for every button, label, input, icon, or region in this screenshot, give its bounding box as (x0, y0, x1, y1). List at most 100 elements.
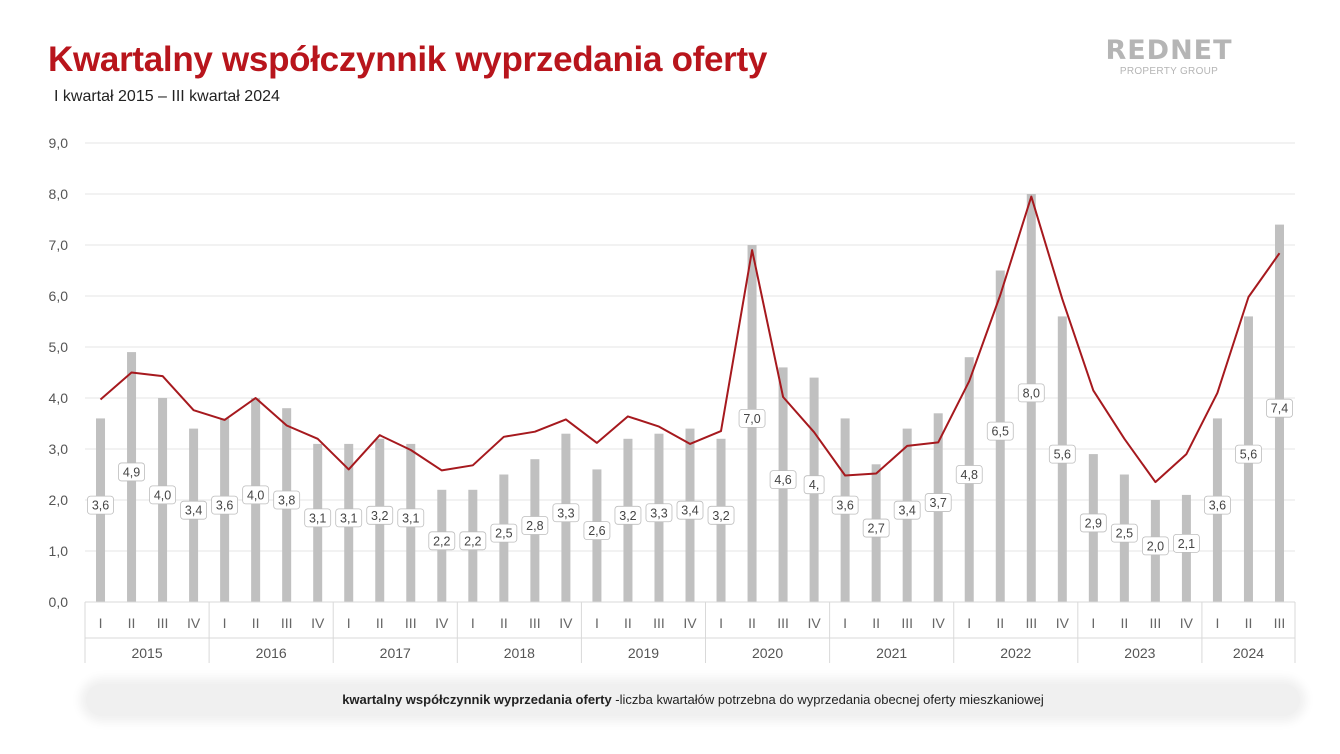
data-label-text: 2,8 (526, 519, 543, 533)
data-label: 4,0 (242, 485, 270, 505)
quarter-label: I (843, 615, 847, 631)
quarter-label: I (1091, 615, 1095, 631)
data-label: 3,4 (180, 500, 207, 520)
data-label: 3,1 (397, 508, 425, 528)
data-label-box (1141, 536, 1169, 556)
data-label-box (428, 531, 456, 551)
y-tick-label: 6,0 (49, 288, 69, 304)
quarter-label: III (281, 615, 293, 631)
data-label-box (924, 493, 952, 512)
chart: 0,01,02,03,04,05,06,07,08,09,0 3,64,94,0… (49, 135, 1296, 663)
data-label-box (707, 505, 735, 525)
data-label: 3,2 (366, 505, 394, 525)
page-title: Kwartalny współczynnik wyprzedania ofert… (48, 40, 768, 79)
quarter-label: III (1150, 615, 1162, 631)
data-label: 3,3 (552, 503, 580, 523)
data-label: 2,5 (490, 523, 518, 543)
data-label-text: 8,0 (1023, 386, 1040, 400)
quarter-label: II (748, 615, 756, 631)
data-label-text: 3,6 (836, 499, 853, 513)
definition-footer: kwartalny współczynnik wyprzedania ofert… (86, 684, 1300, 716)
footer-term: kwartalny współczynnik wyprzedania ofert… (342, 692, 612, 707)
data-label-text: 3,1 (340, 511, 357, 525)
year-label: 2021 (876, 645, 907, 661)
data-label: 4,0 (149, 485, 176, 505)
data-label-box (397, 508, 425, 528)
quarter-label: IV (1180, 615, 1194, 631)
data-label-box (676, 500, 704, 520)
data-label-box (645, 503, 673, 523)
data-label-text: 3,4 (681, 504, 698, 518)
data-label-text: 3,2 (712, 509, 729, 523)
data-label-box (521, 516, 549, 535)
y-tick-label: 3,0 (49, 441, 69, 457)
quarter-label: II (1245, 615, 1253, 631)
data-label-box (1017, 383, 1045, 403)
data-label: 4,8 (955, 465, 983, 484)
data-label-box (862, 518, 890, 538)
quarter-label: III (901, 615, 913, 631)
quarter-label: II (1120, 615, 1128, 631)
data-label-box (87, 495, 114, 515)
data-label: 2,2 (428, 531, 456, 551)
data-label-text: 4,0 (154, 488, 171, 502)
data-label-box (273, 490, 301, 510)
data-label: 3,4 (676, 500, 704, 520)
y-tick-label: 5,0 (49, 339, 69, 355)
data-label-text: 3,3 (557, 506, 574, 520)
data-label-text: 5,6 (1240, 448, 1257, 462)
data-label: 6,5 (986, 421, 1014, 441)
quarter-label: I (99, 615, 103, 631)
data-label-text: 7,0 (743, 412, 760, 426)
y-tick-label: 9,0 (49, 135, 69, 151)
data-label-box (1110, 523, 1138, 543)
data-label: 4,6 (769, 470, 797, 490)
quarter-label: IV (683, 615, 697, 631)
data-label: 2,6 (583, 521, 611, 540)
data-label: 5,6 (1235, 444, 1262, 464)
data-label-text: 2,2 (464, 534, 481, 548)
data-label: 3,1 (335, 508, 363, 528)
quarter-label: I (223, 615, 227, 631)
x-axis: I II III IV I II III IV I II III IV I II III IV I II III IV… (84, 601, 1296, 663)
quarter-label: II (128, 615, 136, 631)
y-tick-label: 8,0 (49, 186, 69, 202)
data-label: 8,0 (1017, 383, 1045, 403)
data-label: 5,6 (1048, 444, 1076, 464)
quarter-label: III (653, 615, 665, 631)
quarter-label: I (1215, 615, 1219, 631)
data-label: 2,8 (521, 516, 549, 535)
data-label-text: 7,4 (1271, 402, 1288, 416)
page-subtitle: I kwartał 2015 – III kwartał 2024 (54, 88, 280, 105)
data-label: 3,6 (831, 495, 859, 515)
data-label: 3,6 (87, 495, 114, 515)
y-tick-label: 7,0 (49, 237, 69, 253)
data-label-box (893, 500, 921, 520)
data-label-box (1235, 444, 1262, 464)
data-label-box (738, 408, 766, 428)
y-tick-label: 0,0 (49, 594, 69, 610)
logo-tagline: PROPERTY GROUP (1119, 66, 1219, 77)
y-tick-label: 4,0 (49, 390, 69, 406)
data-label-text: 3,6 (1209, 499, 1226, 513)
quarter-label: II (872, 615, 880, 631)
year-label: 2022 (1000, 645, 1031, 661)
quarter-label: I (595, 615, 599, 631)
data-label-text: 2,2 (433, 534, 450, 548)
data-label-text: 2,0 (1147, 539, 1164, 553)
y-tick-label: 2,0 (49, 492, 69, 508)
year-label: 2019 (628, 645, 659, 661)
data-label-box (242, 485, 270, 505)
data-label-box (1048, 444, 1076, 464)
quarter-label: IV (932, 615, 946, 631)
quarter-label: IV (1056, 615, 1070, 631)
data-label-text: 3,1 (402, 511, 419, 525)
data-label-text: 4,6 (774, 473, 791, 487)
data-label-text: 4, (809, 478, 819, 492)
data-label-box (335, 508, 363, 528)
data-label-box (1079, 513, 1107, 533)
brand-logo: REDNET PROPERTY GROUP (1096, 36, 1242, 78)
data-label: 7,0 (738, 408, 766, 428)
quarter-label: II (376, 615, 384, 631)
quarter-label: II (624, 615, 632, 631)
